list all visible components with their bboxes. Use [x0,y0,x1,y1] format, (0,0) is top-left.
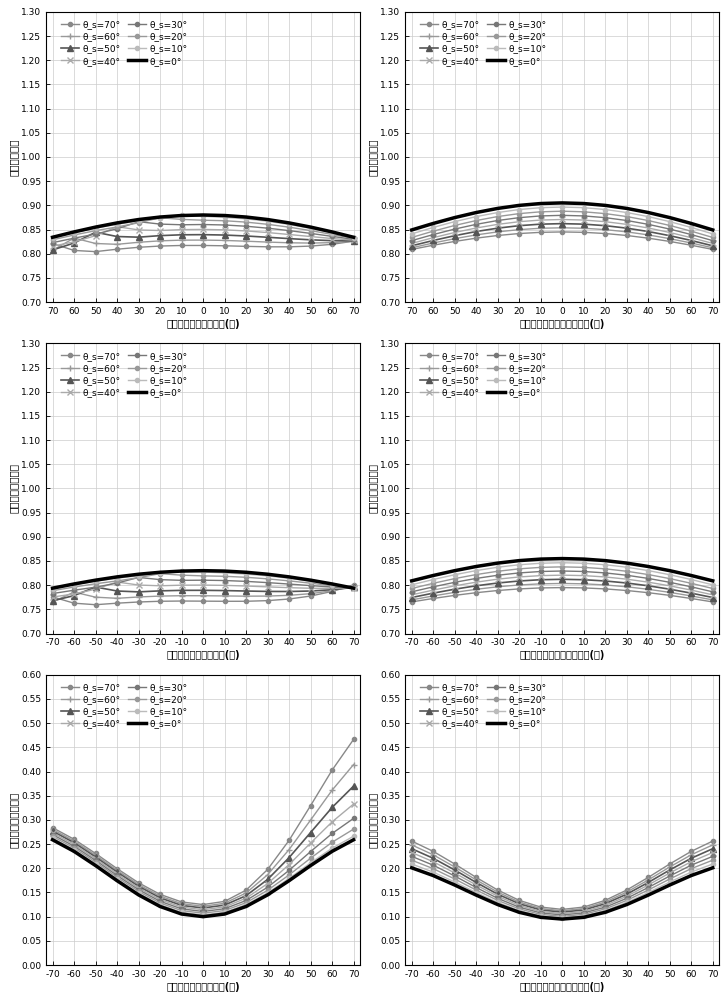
Legend: θ_s=70°, θ_s=60°, θ_s=50°, θ_s=40°, θ_s=30°, θ_s=20°, θ_s=10°, θ_s=0°: θ_s=70°, θ_s=60°, θ_s=50°, θ_s=40°, θ_s=… [60,682,189,729]
X-axis label: 垂直主平面上的观测天顶角(度): 垂直主平面上的观测天顶角(度) [520,650,605,660]
X-axis label: 主平面上的观测天顶角(度): 主平面上的观测天顶角(度) [166,650,240,660]
Y-axis label: 近红外波段反射率: 近红外波段反射率 [368,463,378,513]
Legend: θ_s=70°, θ_s=60°, θ_s=50°, θ_s=40°, θ_s=30°, θ_s=20°, θ_s=10°, θ_s=0°: θ_s=70°, θ_s=60°, θ_s=50°, θ_s=40°, θ_s=… [419,682,547,729]
Legend: θ_s=70°, θ_s=60°, θ_s=50°, θ_s=40°, θ_s=30°, θ_s=20°, θ_s=10°, θ_s=0°: θ_s=70°, θ_s=60°, θ_s=50°, θ_s=40°, θ_s=… [419,19,547,67]
Y-axis label: 蓝波段反射率: 蓝波段反射率 [8,138,18,176]
Y-axis label: 短波红外波段反射率: 短波红外波段反射率 [368,792,378,848]
X-axis label: 垂直主平面上的观测天顶角(度): 垂直主平面上的观测天顶角(度) [520,319,605,329]
Legend: θ_s=70°, θ_s=60°, θ_s=50°, θ_s=40°, θ_s=30°, θ_s=20°, θ_s=10°, θ_s=0°: θ_s=70°, θ_s=60°, θ_s=50°, θ_s=40°, θ_s=… [60,19,189,67]
Y-axis label: 蓝波段反射率: 蓝波段反射率 [368,138,378,176]
Legend: θ_s=70°, θ_s=60°, θ_s=50°, θ_s=40°, θ_s=30°, θ_s=20°, θ_s=10°, θ_s=0°: θ_s=70°, θ_s=60°, θ_s=50°, θ_s=40°, θ_s=… [419,351,547,398]
X-axis label: 主平面上的观测天顶角(度): 主平面上的观测天顶角(度) [166,982,240,992]
X-axis label: 垂直主平面上的观测天顶角(度): 垂直主平面上的观测天顶角(度) [520,982,605,992]
Y-axis label: 近红外波段反射率: 近红外波段反射率 [8,463,18,513]
Legend: θ_s=70°, θ_s=60°, θ_s=50°, θ_s=40°, θ_s=30°, θ_s=20°, θ_s=10°, θ_s=0°: θ_s=70°, θ_s=60°, θ_s=50°, θ_s=40°, θ_s=… [60,351,189,398]
X-axis label: 主平面上的观测天顶角(度): 主平面上的观测天顶角(度) [166,319,240,329]
Y-axis label: 短波红外波段反射率: 短波红外波段反射率 [8,792,18,848]
